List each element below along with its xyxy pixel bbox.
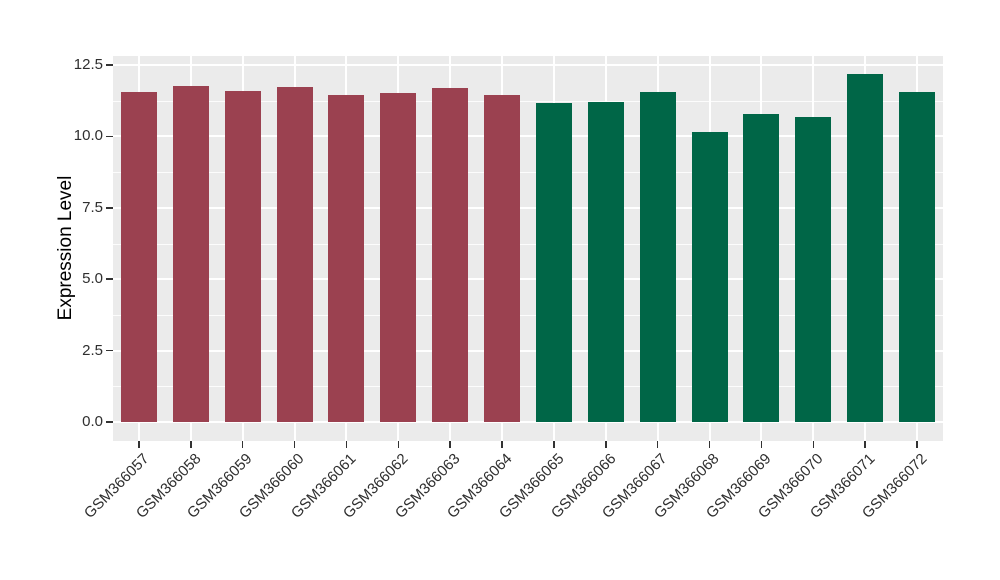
bar-GSM366066 bbox=[587, 101, 624, 422]
gridline-minor bbox=[113, 314, 943, 316]
x-axis-tick bbox=[553, 441, 555, 448]
gridline-major bbox=[113, 278, 943, 281]
y-axis-tick bbox=[106, 349, 113, 352]
y-axis-tick bbox=[106, 421, 113, 423]
y-axis-tick bbox=[106, 207, 113, 209]
x-axis-tick bbox=[397, 441, 400, 448]
x-axis-tick bbox=[916, 441, 918, 448]
x-axis-tick bbox=[293, 441, 296, 448]
bar-GSM366059 bbox=[224, 90, 261, 422]
y-axis-title: Expression Level bbox=[55, 175, 76, 321]
y-axis-tick-label: 10.0 bbox=[73, 127, 103, 145]
bar-GSM366072 bbox=[899, 92, 936, 422]
x-axis-tick bbox=[345, 441, 348, 448]
x-axis-tick bbox=[656, 441, 659, 448]
gridline-major bbox=[113, 135, 943, 138]
y-axis-tick bbox=[106, 135, 113, 138]
gridline-major bbox=[113, 206, 943, 209]
x-axis-tick bbox=[760, 441, 763, 448]
x-axis-tick bbox=[812, 441, 815, 448]
x-axis-tick bbox=[864, 441, 866, 448]
y-axis-tick bbox=[106, 64, 113, 66]
gridline-major bbox=[113, 349, 943, 352]
bar-GSM366068 bbox=[691, 132, 728, 422]
bar-GSM366063 bbox=[432, 88, 469, 422]
gridline-minor bbox=[113, 172, 943, 174]
x-axis-tick bbox=[190, 441, 192, 448]
bar-GSM366058 bbox=[172, 85, 209, 422]
gridline-minor bbox=[113, 100, 943, 102]
x-axis-tick bbox=[138, 441, 140, 448]
y-axis-tick-label: 5.0 bbox=[82, 270, 103, 288]
x-axis-tick bbox=[241, 441, 244, 448]
bar-GSM366067 bbox=[639, 91, 676, 422]
x-axis-tick bbox=[605, 441, 607, 448]
bar-GSM366060 bbox=[276, 87, 313, 422]
bar-GSM366065 bbox=[535, 102, 572, 422]
bar-GSM366061 bbox=[328, 95, 365, 422]
bar-GSM366064 bbox=[484, 95, 521, 422]
bar-GSM366070 bbox=[795, 117, 832, 422]
gridline-minor bbox=[113, 243, 943, 245]
gridline-major bbox=[113, 64, 943, 66]
y-axis-tick bbox=[106, 278, 113, 280]
bar-GSM366057 bbox=[120, 92, 157, 422]
gridline-major bbox=[113, 421, 943, 423]
bar-GSM366071 bbox=[847, 74, 884, 422]
y-axis-tick-label: 0.0 bbox=[82, 413, 103, 430]
bar-GSM366062 bbox=[380, 93, 417, 422]
bar-GSM366069 bbox=[743, 114, 780, 422]
x-axis-tick bbox=[708, 441, 711, 448]
gridline-minor bbox=[113, 386, 943, 388]
x-axis-tick bbox=[449, 441, 451, 448]
y-axis-tick-label: 7.5 bbox=[82, 198, 103, 216]
y-axis-tick-label: 2.5 bbox=[82, 341, 103, 359]
y-axis-tick-label: 12.5 bbox=[73, 56, 103, 73]
x-axis-tick bbox=[501, 441, 503, 448]
plot-panel bbox=[113, 56, 943, 441]
